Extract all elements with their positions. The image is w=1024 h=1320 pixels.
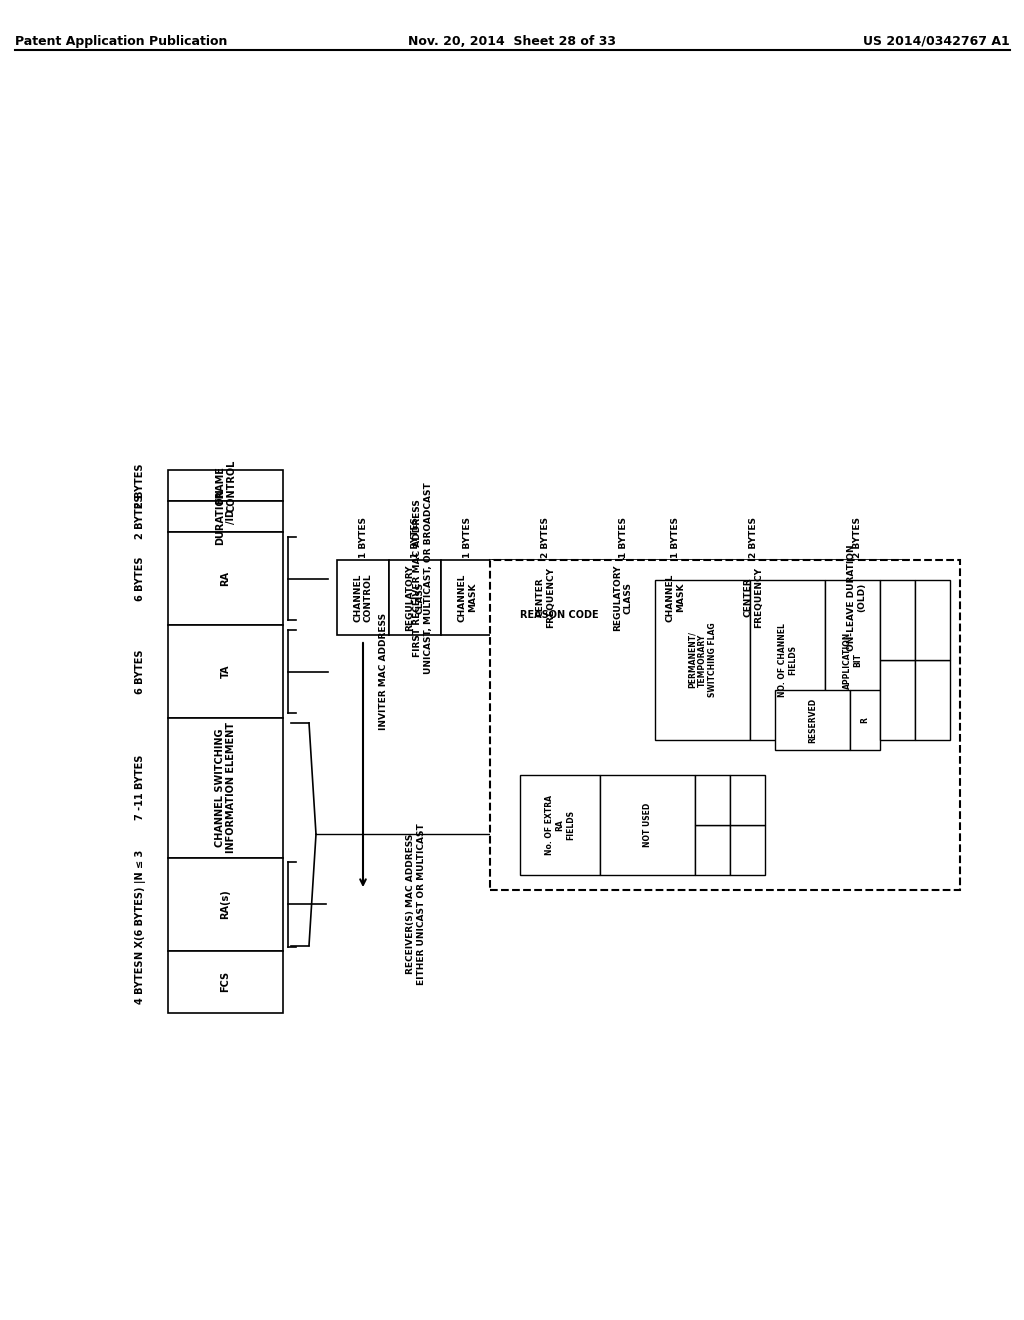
Text: ON-LEAVE DURATION
(OLD): ON-LEAVE DURATION (OLD): [847, 544, 866, 651]
Text: NO. OF CHANNEL
FIELDS: NO. OF CHANNEL FIELDS: [778, 623, 798, 697]
Text: FIRST RECEIVER MAC ADDRESS
UNICAST, MULTICAST, OR BROADCAST: FIRST RECEIVER MAC ADDRESS UNICAST, MULT…: [414, 483, 433, 675]
Bar: [655, 579, 750, 741]
Text: RESERVED: RESERVED: [808, 697, 817, 743]
Text: FIG.30: FIG.30: [729, 766, 911, 814]
Text: CENTER
FREQUENCY: CENTER FREQUENCY: [743, 568, 763, 628]
Text: APPLICATION
BIT: APPLICATION BIT: [843, 631, 862, 689]
Text: 6 BYTES: 6 BYTES: [135, 556, 145, 601]
Text: CENTER
FREQUENCY: CENTER FREQUENCY: [536, 568, 555, 628]
Text: 1 BYTES: 1 BYTES: [411, 517, 420, 558]
Text: NOT USED: NOT USED: [643, 803, 652, 847]
Text: CHANNEL
MASK: CHANNEL MASK: [666, 573, 685, 622]
Text: 2 BYTES: 2 BYTES: [853, 517, 861, 558]
Bar: [730, 775, 765, 825]
Text: INVITER MAC ADDRESS: INVITER MAC ADDRESS: [379, 612, 387, 730]
Bar: [490, 560, 961, 890]
Text: Patent Application Publication: Patent Application Publication: [15, 36, 227, 48]
Text: 1 BYTES: 1 BYTES: [618, 517, 628, 558]
Bar: [805, 560, 909, 635]
Bar: [915, 660, 950, 741]
Bar: [168, 858, 283, 950]
Text: 2 BYTES: 2 BYTES: [541, 517, 550, 558]
Text: N X(6 BYTES) |N ≤ 3: N X(6 BYTES) |N ≤ 3: [134, 849, 145, 958]
Bar: [168, 950, 283, 1012]
Text: No. OF EXTRA
RA
FIELDS: No. OF EXTRA RA FIELDS: [545, 795, 574, 855]
Bar: [750, 579, 825, 741]
Bar: [775, 690, 850, 750]
Text: RA: RA: [220, 572, 230, 586]
Bar: [730, 825, 765, 875]
Bar: [493, 560, 597, 635]
Text: 2 BYTES: 2 BYTES: [135, 494, 145, 539]
Bar: [168, 470, 283, 502]
Text: 1 BYTES: 1 BYTES: [358, 517, 368, 558]
Text: 7 -11 BYTES: 7 -11 BYTES: [135, 755, 145, 821]
Text: 2 BYTES: 2 BYTES: [749, 517, 758, 558]
Text: US 2014/0342767 A1: US 2014/0342767 A1: [863, 36, 1010, 48]
Text: RA(s): RA(s): [220, 890, 230, 919]
Bar: [701, 560, 805, 635]
Bar: [915, 579, 950, 660]
Bar: [695, 825, 730, 875]
Bar: [389, 560, 441, 635]
Bar: [850, 690, 880, 750]
Bar: [600, 775, 695, 875]
Text: RECEIVER(S) MAC ADDRESS
EITHER UNICAST OR MULTICAST: RECEIVER(S) MAC ADDRESS EITHER UNICAST O…: [407, 824, 426, 985]
Text: TA: TA: [220, 665, 230, 678]
Bar: [168, 718, 283, 858]
Text: Nov. 20, 2014  Sheet 28 of 33: Nov. 20, 2014 Sheet 28 of 33: [408, 36, 616, 48]
Text: CHANNEL SWITCHING
INFORMATION ELEMENT: CHANNEL SWITCHING INFORMATION ELEMENT: [215, 722, 237, 853]
Text: 1 BYTES: 1 BYTES: [671, 517, 680, 558]
Text: REASON CODE: REASON CODE: [520, 610, 599, 620]
Text: CHANNEL
CONTROL: CHANNEL CONTROL: [353, 573, 373, 622]
Text: R: R: [860, 717, 869, 723]
Bar: [597, 560, 649, 635]
Text: REGULATORY
CLASS: REGULATORY CLASS: [613, 564, 633, 631]
Bar: [168, 502, 283, 532]
Bar: [441, 560, 493, 635]
Bar: [880, 579, 915, 660]
Text: FCS: FCS: [220, 972, 230, 993]
Text: 1 BYTES: 1 BYTES: [463, 517, 471, 558]
Bar: [337, 560, 389, 635]
Text: REGULATORY
CLASS: REGULATORY CLASS: [406, 564, 425, 631]
Bar: [520, 775, 600, 875]
Bar: [825, 579, 880, 741]
Bar: [168, 532, 283, 624]
Bar: [695, 775, 730, 825]
Bar: [649, 560, 701, 635]
Text: DURATION
/ID: DURATION /ID: [215, 488, 237, 545]
Text: FRAME
CONTROL: FRAME CONTROL: [215, 459, 237, 512]
Text: 4 BYTES: 4 BYTES: [135, 960, 145, 1003]
Text: PERMANENT/
TEMPORARY
SWITCHING FLAG: PERMANENT/ TEMPORARY SWITCHING FLAG: [687, 623, 718, 697]
Text: 6 BYTES: 6 BYTES: [135, 649, 145, 694]
Bar: [880, 660, 915, 741]
Text: 2 BYTES: 2 BYTES: [135, 463, 145, 508]
Text: CHANNEL
MASK: CHANNEL MASK: [458, 573, 477, 622]
Bar: [168, 624, 283, 718]
